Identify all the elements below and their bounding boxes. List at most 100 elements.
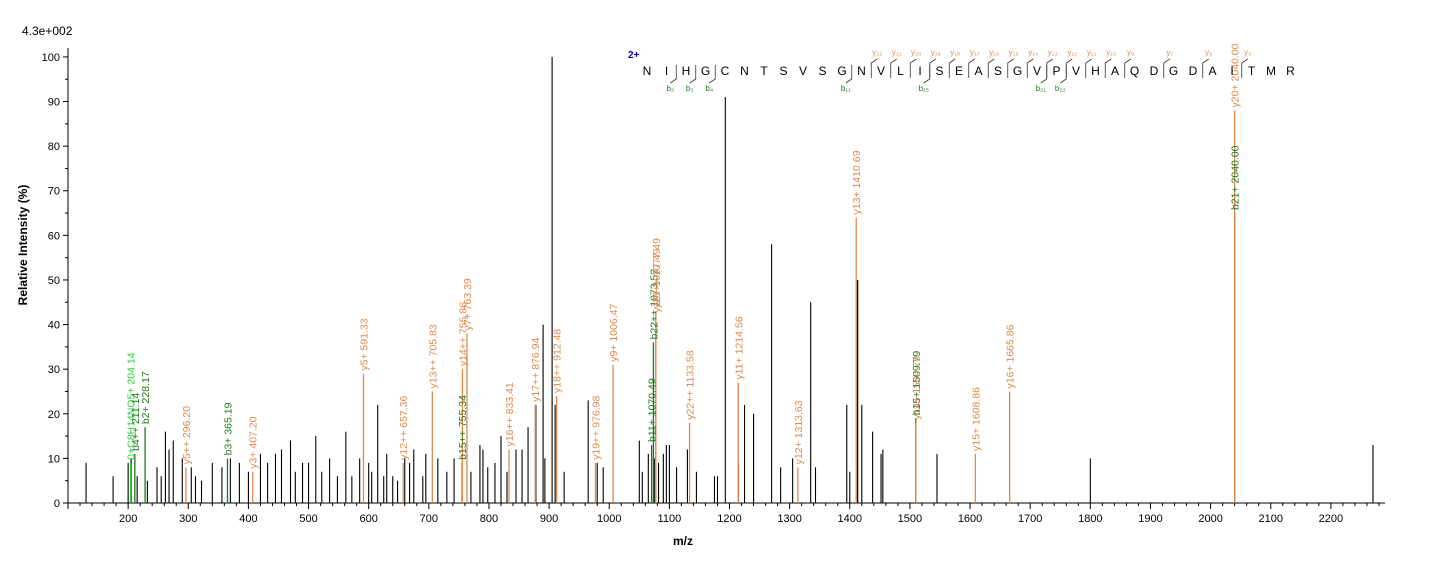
residue: N — [857, 64, 866, 78]
residue: P — [1052, 64, 1060, 78]
peak-label: y12+ 1313.63 — [793, 400, 805, 464]
y-ion-label: y₁₂ — [1067, 48, 1077, 57]
x-tick-label: 2200 — [1319, 513, 1343, 525]
y-tick-label: 20 — [48, 409, 60, 421]
x-tick-label: 2000 — [1198, 513, 1222, 525]
x-tick-label: 1900 — [1138, 513, 1162, 525]
x-tick-label: 1100 — [658, 513, 682, 525]
residue: E — [955, 64, 963, 78]
x-tick-label: 1200 — [717, 513, 741, 525]
b-cleavage-mark — [1060, 65, 1067, 84]
residue: S — [935, 64, 943, 78]
residue: V — [1072, 64, 1080, 78]
peak-label: y10+ 1077.49 — [651, 249, 663, 313]
residue: C — [721, 64, 730, 78]
y-cleavage-mark — [1104, 58, 1112, 78]
y-tick-label: 60 — [48, 230, 60, 242]
x-tick-label: 500 — [299, 513, 317, 525]
peak-label: y21++ 1077.49 — [651, 238, 663, 308]
y-cleavage-mark — [987, 58, 995, 78]
residue: V — [799, 64, 807, 78]
peak-label: y20+ 2040.00 — [1230, 43, 1242, 107]
y-ion-label: y₁₅ — [1009, 48, 1019, 57]
peptide-sequence: 2+ N I H G C N T S V S G N V L I S E A S G V P V H A Q D G D A I T M Rb₂ b… — [628, 48, 1295, 93]
residue: V — [1033, 64, 1041, 78]
y-tick-label: 70 — [48, 186, 60, 198]
y-ion-label: y₂₁ — [892, 48, 902, 57]
b-cleavage-mark — [670, 65, 677, 84]
x-tick-label: 1600 — [958, 513, 982, 525]
residue: Q — [1130, 64, 1139, 78]
residue: S — [994, 64, 1002, 78]
b-cleavage-mark — [1040, 65, 1048, 84]
peak-label: y11+ 1214.56 — [733, 316, 745, 379]
y-tick-label: 40 — [48, 320, 60, 332]
x-tick-label: 600 — [360, 513, 378, 525]
x-tick-label: 2100 — [1258, 513, 1282, 525]
y-ion-label: y₅ — [1205, 48, 1212, 57]
y-cleavage-mark — [1241, 58, 1248, 78]
residue: H — [682, 64, 691, 78]
residue: G — [837, 64, 846, 78]
peak-label: b4++ 211.14 — [130, 393, 142, 451]
y-cleavage-mark — [1065, 58, 1073, 78]
x-tick-label: 1300 — [777, 513, 801, 525]
b-cleavage-mark — [689, 65, 697, 84]
peak-label: y14+ 1509.79 — [911, 356, 923, 420]
b-ion-label: b₄ — [705, 84, 713, 93]
peak-label: y7+ 763.39 — [462, 278, 474, 330]
x-tick-label: 1000 — [597, 513, 621, 525]
peak-label: b22++ 1073.52 — [648, 269, 660, 340]
y-ion-label: y₁₆ — [989, 48, 999, 57]
x-tick-label: 1700 — [1018, 513, 1042, 525]
x-tick-label: 800 — [480, 513, 498, 525]
b-cleavage-mark — [923, 65, 931, 84]
x-tick-label: 1800 — [1078, 513, 1102, 525]
y-cleavage-mark — [909, 58, 917, 78]
residue: G — [1013, 64, 1022, 78]
residue: I — [1230, 64, 1233, 78]
y-tick-label: 80 — [48, 141, 60, 153]
y-ion-label: y₁₈ — [950, 48, 960, 57]
residue: A — [974, 64, 982, 78]
peaks-group — [85, 56, 1374, 503]
y-cleavage-mark — [1163, 58, 1170, 78]
b-ion-label: b₂₁ — [1036, 84, 1047, 93]
y-cleavage-mark — [968, 58, 975, 78]
y-cleavage-mark — [948, 58, 956, 78]
peak-label: y16+ 1665.86 — [1005, 324, 1017, 388]
peak-label: y19++ 976.98 — [590, 395, 602, 459]
peak-label: y9+ 1006.47 — [608, 303, 620, 361]
peak-label: y13++ 705.83 — [427, 324, 439, 388]
peak-label: y3+ 407.20 — [248, 416, 260, 468]
y-ion-label: y₇ — [1166, 48, 1173, 57]
residue: T — [1248, 64, 1256, 78]
x-tick-label: 1400 — [838, 513, 862, 525]
x-tick-label: 300 — [179, 513, 197, 525]
charge-label: 2+ — [628, 50, 640, 61]
peak-label: b11+ 1070.49 — [647, 378, 659, 442]
y-ion-label: y₉ — [1127, 48, 1134, 57]
peak-label: y18++ 912.48 — [552, 329, 564, 393]
x-tick-label: 200 — [119, 513, 137, 525]
residue: V — [877, 64, 885, 78]
residue: M — [1266, 64, 1276, 78]
y-tick-label: 50 — [48, 275, 60, 287]
scale-label: 4.3e+002 — [22, 24, 73, 38]
residue: A — [1111, 64, 1119, 78]
y-cleavage-mark — [870, 58, 878, 78]
x-tick-label: 400 — [239, 513, 257, 525]
residue: G — [1169, 64, 1178, 78]
y-cleavage-mark — [890, 58, 897, 78]
x-tick-label: 700 — [420, 513, 438, 525]
x-tick-label: 900 — [540, 513, 558, 525]
residue: I — [918, 64, 921, 78]
y-ion-label: y₁₉ — [931, 48, 941, 57]
y-axis-label: Relative Intensity (%) — [16, 185, 30, 306]
b-cleavage-mark — [845, 65, 853, 84]
peak-label: b3+ 365.19 — [222, 402, 234, 455]
y-tick-label: 0 — [54, 498, 60, 510]
peak-label: y16++ 833.41 — [504, 382, 516, 446]
peak-label: b15++ 755.34 — [457, 395, 469, 460]
y-ion-label: y₃ — [1244, 48, 1251, 57]
